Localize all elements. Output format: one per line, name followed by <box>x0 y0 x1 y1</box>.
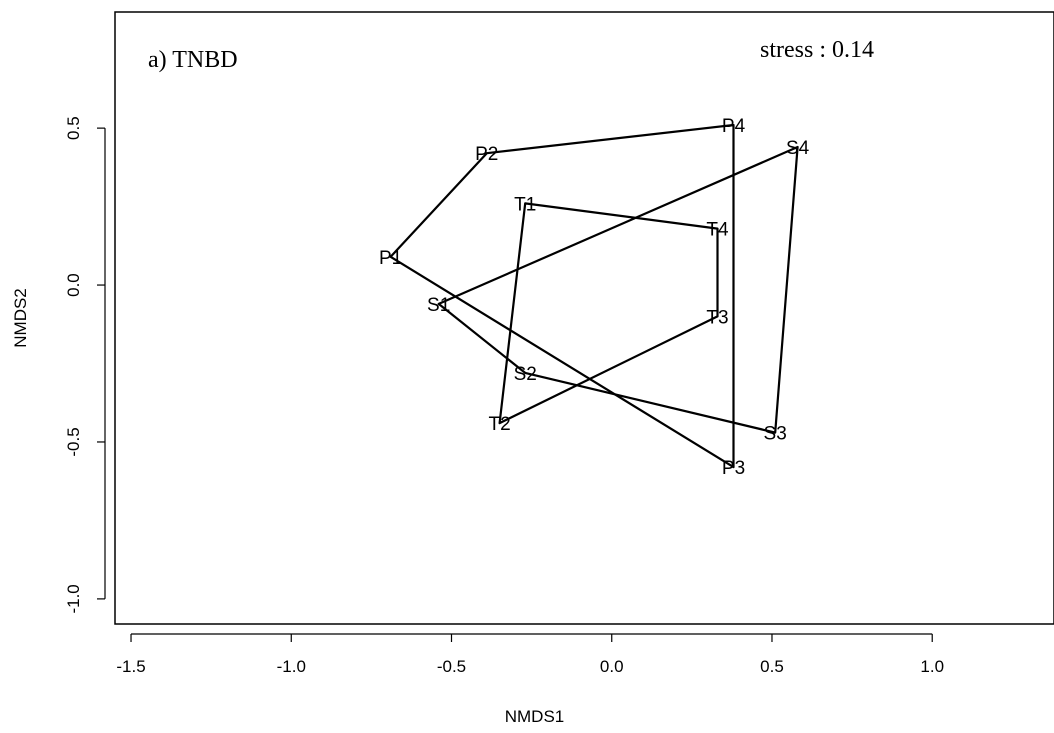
y-tick-label: 0.5 <box>64 116 83 140</box>
stress-annotation: stress : 0.14 <box>760 37 874 63</box>
plot-frame <box>114 11 1054 625</box>
point-label-T1: T1 <box>514 194 536 215</box>
y-axis: -1.0 -0.5 0.0 0.5 <box>64 116 106 614</box>
x-tick-label: 0.0 <box>600 657 624 676</box>
point-labels: P1 P2 P4 P3 S1 S4 S3 S2 T1 T4 T3 T2 <box>379 116 810 479</box>
group-outlines <box>389 123 799 469</box>
x-axis: -1.5 -1.0 -0.5 0.0 0.5 1.0 <box>116 633 944 676</box>
group-outline-P <box>389 123 735 469</box>
x-tick-label: 1.0 <box>920 657 944 676</box>
point-label-S3: S3 <box>764 424 787 445</box>
point-label-T4: T4 <box>706 220 729 241</box>
y-tick-label: 0.0 <box>64 273 83 297</box>
y-axis-title: NMDS2 <box>11 288 30 348</box>
y-tick-label: -0.5 <box>64 427 83 456</box>
x-tick-label: 0.5 <box>760 657 784 676</box>
group-outline-T <box>498 202 719 425</box>
point-label-P4: P4 <box>722 116 746 137</box>
y-tick-label: -1.0 <box>64 584 83 613</box>
x-tick-label: -1.5 <box>116 657 145 676</box>
point-label-T2: T2 <box>488 414 510 435</box>
x-tick-label: -1.0 <box>277 657 306 676</box>
group-outline-S <box>437 145 799 434</box>
point-label-T3: T3 <box>706 307 728 328</box>
panel-label: a) TNBD <box>148 47 238 73</box>
point-label-S4: S4 <box>786 138 810 159</box>
point-label-S2: S2 <box>514 364 537 385</box>
point-label-P2: P2 <box>475 144 498 165</box>
x-axis-title: NMDS1 <box>505 707 565 726</box>
point-label-S1: S1 <box>427 295 450 316</box>
point-label-P1: P1 <box>379 248 402 269</box>
point-label-P3: P3 <box>722 458 745 479</box>
x-tick-label: -0.5 <box>437 657 466 676</box>
